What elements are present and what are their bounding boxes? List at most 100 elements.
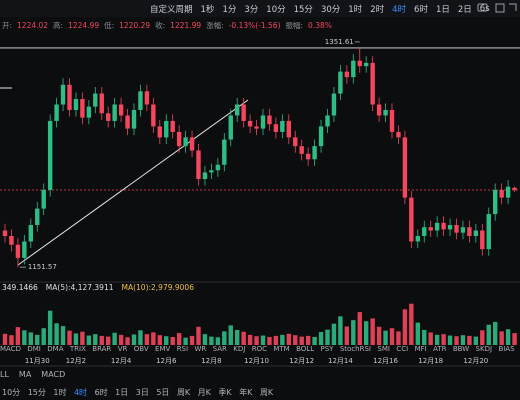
candle-body	[118, 104, 124, 116]
indicator-tab[interactable]: DMA	[47, 345, 64, 353]
indicator-tab[interactable]: OBV	[133, 345, 149, 353]
indicator-tab[interactable]: BIAS	[498, 345, 515, 353]
ohlc-info: 开: 1224.02 高: 1224.99 低: 1220.29 收: 1221.99 涨幅: -…	[2, 20, 332, 31]
period-button[interactable]: 30分	[320, 5, 341, 15]
bottom-period[interactable]: 3日	[135, 388, 149, 397]
period-button[interactable]: 1日	[435, 5, 450, 15]
indicator-tab[interactable]: CCI	[396, 345, 409, 353]
bottom-period[interactable]: 周K	[259, 388, 274, 397]
candle-body	[493, 189, 498, 215]
bottom-period[interactable]: 15分	[27, 388, 46, 397]
volume-bar	[505, 329, 511, 345]
candle-body	[389, 109, 395, 132]
candle-body	[351, 60, 356, 78]
candle-body	[331, 93, 337, 116]
candle-body	[428, 227, 433, 231]
bottom-period[interactable]: 1时	[53, 388, 67, 397]
bottom-period[interactable]: 6时	[94, 388, 108, 397]
period-button[interactable]: 2日	[457, 5, 472, 15]
volume-bar	[331, 323, 337, 345]
indicator-tab[interactable]: MACD	[0, 345, 21, 353]
indicator-tab[interactable]: WR	[194, 345, 207, 353]
candle-body	[54, 104, 59, 121]
indicator-tab[interactable]: TRIX	[69, 345, 86, 353]
candle-body	[299, 146, 304, 154]
candle-body	[144, 91, 150, 105]
volume-bar	[383, 330, 388, 345]
candle-body	[73, 99, 79, 110]
candle-body	[35, 208, 40, 226]
indicator-tab[interactable]: SKDJ	[475, 345, 493, 353]
info-value: 1224.99	[68, 21, 100, 30]
period-button[interactable]: 1时	[348, 5, 363, 15]
period-button[interactable]: 6时	[414, 5, 428, 15]
bottom-period[interactable]: 5日	[156, 388, 170, 397]
candle-body	[434, 222, 440, 231]
period-button[interactable]: 15分	[293, 5, 313, 15]
bottom-period[interactable]: 月K	[197, 388, 211, 397]
candle-body	[364, 62, 369, 67]
volume-bar	[434, 334, 440, 345]
indicator-tab[interactable]: SAR	[212, 345, 227, 353]
volume-bar	[86, 335, 92, 345]
bottom-period[interactable]: 季K	[218, 388, 232, 397]
custom-period[interactable]: 自定义周期	[150, 5, 193, 15]
indicator-tab[interactable]: StochRSI	[339, 345, 371, 353]
info-label: 涨幅:	[206, 21, 224, 30]
indicator-tab[interactable]: MFI	[414, 345, 427, 353]
volume-bar	[267, 336, 272, 345]
volume-bar	[293, 335, 298, 345]
period-button[interactable]: 1分	[222, 5, 237, 15]
bottom-period[interactable]: 1日	[115, 388, 129, 397]
indicator-tab[interactable]: PSY	[320, 345, 334, 353]
volume-bar	[112, 332, 117, 345]
volume-bar	[480, 330, 485, 345]
candle-body	[480, 230, 485, 250]
speed[interactable]: 6s	[479, 4, 490, 14]
indicator-tab[interactable]: BOLL	[296, 345, 315, 353]
bottom-period[interactable]: 10分	[2, 388, 21, 397]
indicator-tab[interactable]: MTM	[273, 345, 290, 353]
candle-body	[467, 227, 472, 236]
indicator-tab[interactable]: BRAR	[92, 345, 112, 353]
indicator-tab[interactable]: EMV	[155, 345, 171, 353]
indicator-tab[interactable]: VR	[117, 345, 128, 353]
candle-body	[41, 189, 46, 209]
volume-stat: 349.1466	[2, 283, 38, 292]
volume-bar	[106, 336, 111, 345]
period-button[interactable]: 1秒	[200, 5, 215, 15]
bottom-tab[interactable]: MACD	[41, 370, 66, 379]
period-button[interactable]: 4时	[392, 5, 407, 15]
bottom-period[interactable]: 4时	[73, 388, 88, 397]
period-button[interactable]: 3分	[244, 5, 259, 15]
info-label: 收:	[155, 21, 166, 30]
indicator-tab[interactable]: DMI	[27, 345, 41, 353]
indicator-tab[interactable]: KDJ	[233, 345, 246, 353]
volume-bar	[215, 337, 221, 345]
volume-bar	[202, 334, 208, 345]
info-label: 低:	[104, 21, 115, 30]
candle-body	[254, 126, 259, 129]
volume-bar	[2, 333, 8, 345]
bottom-period[interactable]: 年K	[239, 388, 253, 397]
candle-body	[15, 244, 21, 258]
volume-bar	[176, 333, 182, 345]
bottom-tab[interactable]: MA	[18, 370, 32, 379]
bottom-period[interactable]: 周K	[176, 388, 191, 397]
candle-body	[67, 84, 72, 110]
volume-bar	[54, 323, 59, 345]
indicator-tab[interactable]: ATR	[433, 345, 447, 353]
period-button[interactable]: 10分	[266, 5, 286, 15]
volume-bar	[454, 336, 459, 345]
bottom-tab[interactable]: LL	[0, 370, 9, 379]
volume-bar	[428, 332, 433, 345]
indicator-tab[interactable]: BBW	[452, 345, 470, 353]
volume-bar	[93, 334, 98, 345]
candle-body	[396, 131, 401, 138]
indicator-tab[interactable]: RSI	[176, 345, 189, 353]
indicator-tab[interactable]: ROC	[251, 345, 267, 353]
period-button[interactable]: 2时	[370, 5, 385, 15]
indicator-tab[interactable]: SMI	[377, 345, 390, 353]
bottom-tabs: LL MA MACD	[0, 370, 65, 379]
